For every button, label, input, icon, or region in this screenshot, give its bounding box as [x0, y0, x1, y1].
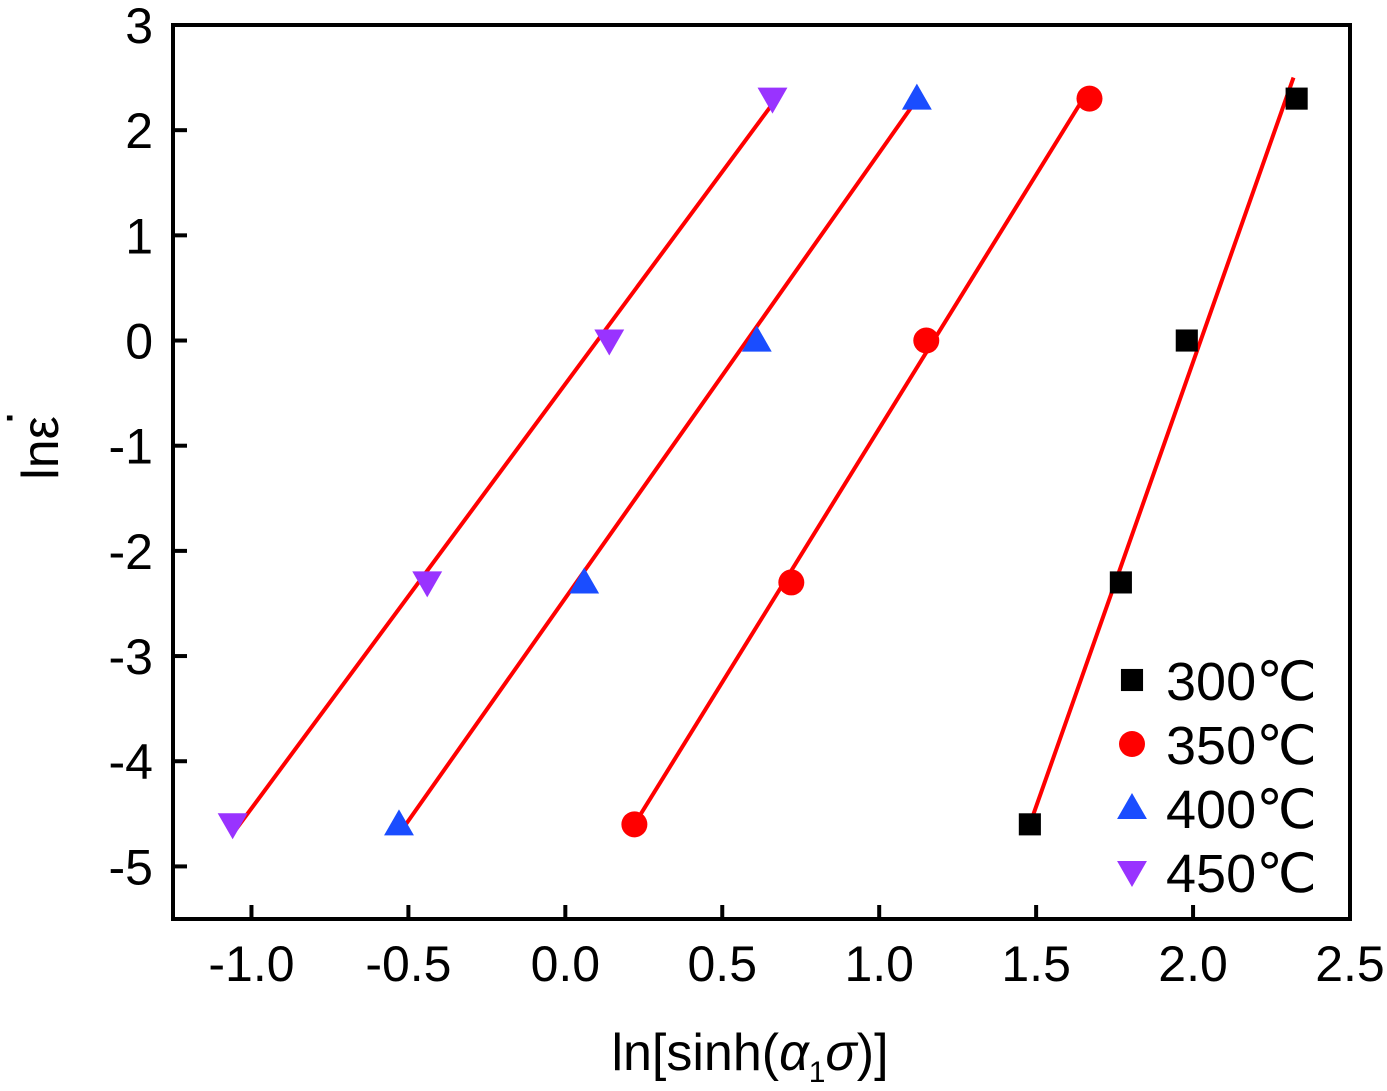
x-tick-label: 0.5 [688, 936, 758, 992]
x-axis-label-suffix: )] [857, 1024, 889, 1082]
legend-marker [1117, 860, 1147, 887]
data-point [741, 325, 772, 352]
legend-label: 300℃ [1166, 652, 1317, 712]
x-tick-label: 2.0 [1158, 936, 1228, 992]
y-tick-label: 0 [125, 314, 153, 370]
x-axis-label-prefix: ln[sinh( [611, 1024, 779, 1082]
x-axis-label-alpha-subscript: 1 [809, 1056, 826, 1089]
fit-line [1027, 76, 1296, 826]
x-tick-label: 1.0 [844, 936, 914, 992]
fit-line [632, 97, 1085, 826]
y-tick-label: 1 [125, 208, 153, 264]
y-tick-label: -4 [109, 734, 153, 790]
fit-line [234, 102, 775, 831]
data-markers [217, 83, 1308, 840]
data-point [412, 571, 443, 598]
data-point [1285, 87, 1308, 110]
y-tick-label: -2 [109, 524, 153, 580]
y-tick-label: -1 [109, 419, 153, 475]
data-point [594, 329, 625, 356]
legend-label: 350℃ [1166, 716, 1317, 776]
x-tick-label: 2.5 [1315, 936, 1385, 992]
x-axis-label: ln[sinh(α1σ)] [611, 1024, 888, 1089]
x-tick-label: 0.0 [531, 936, 601, 992]
legend-label: 400℃ [1166, 780, 1317, 840]
data-point [1175, 329, 1198, 352]
y-tick-label: 2 [125, 103, 153, 159]
x-axis-label-sigma: σ [825, 1024, 858, 1082]
y-axis-label: lnε · [0, 409, 70, 479]
x-tick-label: -0.5 [365, 936, 451, 992]
x-axis-label-alpha: α [779, 1024, 810, 1082]
data-point [1076, 85, 1103, 112]
data-point [569, 567, 600, 594]
y-axis-label-text: lnε [12, 416, 70, 480]
x-tick-label: -1.0 [208, 936, 294, 992]
y-tick-label: -5 [109, 839, 153, 895]
x-tick-label: 1.5 [1001, 936, 1071, 992]
data-point [217, 813, 248, 840]
y-axis-label-dot: · [0, 409, 36, 426]
legend-marker [1120, 668, 1144, 692]
fit-lines [234, 76, 1296, 831]
plot-frame [171, 23, 1352, 921]
data-point [757, 87, 788, 114]
x-axis-ticks: -1.0 -0.5 0.0 0.5 1.0 1.5 2.0 2.5 [208, 905, 1385, 992]
data-point [778, 569, 805, 596]
data-point [913, 327, 940, 354]
data-point [901, 83, 932, 110]
fit-line [400, 102, 916, 831]
y-tick-label: 3 [125, 0, 153, 54]
y-axis-ticks: -5 -4 -3 -2 -1 0 1 2 3 [109, 0, 187, 895]
y-tick-label: -3 [109, 629, 153, 685]
data-point [621, 811, 648, 838]
data-point [384, 809, 414, 836]
legend-marker [1117, 793, 1147, 820]
legend-label: 450℃ [1166, 844, 1317, 904]
data-point [1018, 813, 1041, 836]
data-point [1109, 571, 1132, 594]
legend-marker [1119, 731, 1145, 757]
